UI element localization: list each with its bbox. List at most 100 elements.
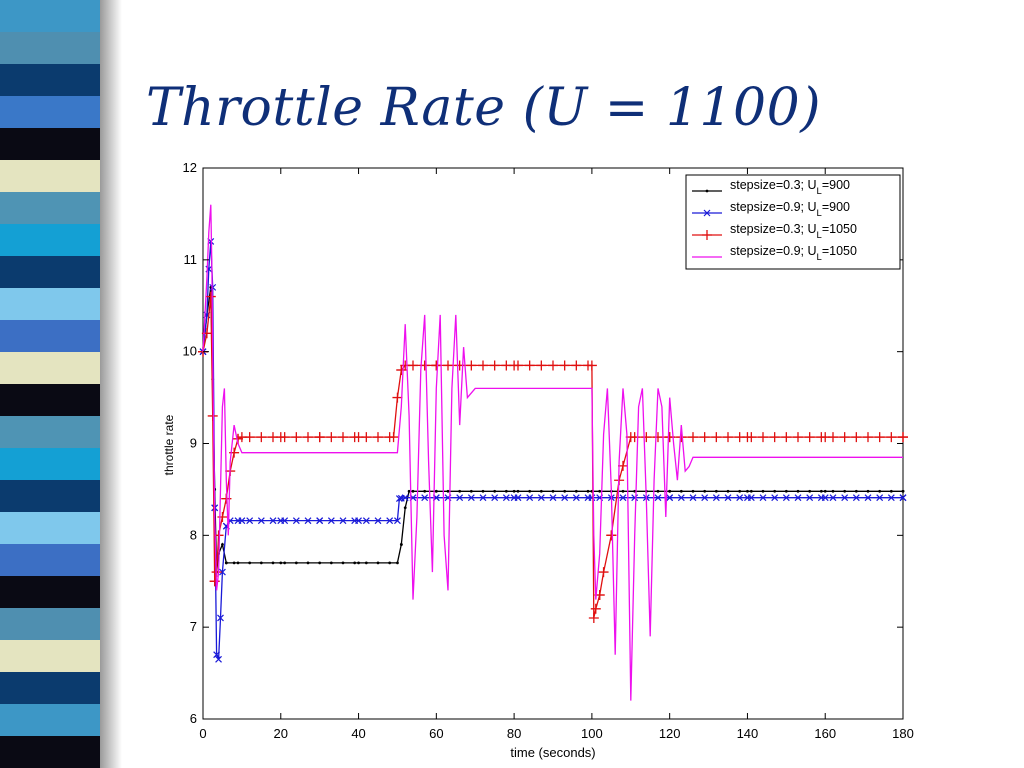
stripe-23 <box>0 704 100 737</box>
data-point <box>339 517 347 525</box>
data-point <box>574 489 578 493</box>
data-point <box>677 494 685 502</box>
data-point <box>901 489 905 493</box>
data-point <box>205 291 216 302</box>
data-point <box>839 432 850 443</box>
legend-item: stepsize=0.9; UL=900 <box>692 200 850 219</box>
slide-title: Throttle Rate (U = 1100) <box>146 78 821 138</box>
data-point <box>781 432 792 443</box>
data-point <box>364 561 368 565</box>
data-point <box>394 517 401 525</box>
series-line <box>202 204 903 701</box>
data-point <box>292 517 300 525</box>
legend-item: stepsize=0.3; UL=1050 <box>692 222 857 241</box>
data-point <box>423 489 427 493</box>
data-point <box>236 561 240 565</box>
data-point <box>217 511 228 522</box>
data-point <box>232 561 236 565</box>
data-point <box>269 517 277 525</box>
data-point <box>238 517 246 525</box>
data-point <box>724 494 732 502</box>
data-point <box>400 360 411 371</box>
stripe-7 <box>0 192 100 225</box>
data-point <box>749 489 753 493</box>
data-point <box>705 189 709 193</box>
legend-item: stepsize=0.3; UL=900 <box>692 178 850 197</box>
data-point <box>621 489 625 493</box>
series-line <box>202 296 903 619</box>
data-point <box>843 489 847 493</box>
data-point <box>303 432 313 443</box>
stripe-18 <box>0 544 100 577</box>
x-axis-label: time (seconds) <box>510 745 595 760</box>
stripe-11 <box>0 320 100 353</box>
data-point <box>586 360 597 371</box>
data-point <box>306 561 310 565</box>
data-point <box>851 432 862 443</box>
data-point <box>876 494 884 502</box>
line-chart: 0 20 40 60 80 100 120 140 160 180 6 7 8 9 10 11 12 steps… <box>162 160 914 760</box>
data-point <box>806 494 814 502</box>
stripe-13 <box>0 384 100 417</box>
data-point <box>469 489 473 493</box>
data-point <box>736 494 744 502</box>
data-point <box>294 561 298 565</box>
data-point <box>771 494 779 502</box>
data-point <box>712 494 720 502</box>
data-point <box>689 494 697 502</box>
data-point <box>703 489 707 493</box>
data-point <box>668 489 672 493</box>
stripe-19 <box>0 576 100 609</box>
data-point <box>246 517 254 525</box>
data-point <box>326 432 337 443</box>
data-point <box>536 360 547 371</box>
data-point <box>852 494 860 502</box>
x-tick-label: 60 <box>429 726 443 741</box>
data-point <box>711 432 722 443</box>
data-point <box>399 543 403 546</box>
y-tick-label: 10 <box>183 344 197 359</box>
data-point <box>411 489 415 493</box>
data-point <box>598 567 609 578</box>
data-point <box>874 432 885 443</box>
data-point <box>866 489 870 493</box>
data-point <box>899 494 907 502</box>
x-tick-label: 80 <box>507 726 521 741</box>
data-point <box>699 432 710 443</box>
data-point <box>539 489 543 493</box>
legend-item: stepsize=0.9; UL=1050 <box>692 244 857 263</box>
data-point <box>782 494 790 502</box>
data-point <box>561 494 569 502</box>
data-point <box>796 489 800 493</box>
data-point <box>759 494 767 502</box>
data-point <box>746 489 749 493</box>
data-point <box>863 432 873 443</box>
stripe-5 <box>0 128 100 161</box>
data-point <box>327 517 335 525</box>
data-point <box>279 561 283 565</box>
data-point <box>478 360 488 371</box>
stripe-24 <box>0 736 100 768</box>
x-tick-label: 120 <box>659 726 681 741</box>
y-tick-label: 9 <box>190 436 197 451</box>
data-point <box>221 543 224 546</box>
data-point <box>386 517 394 525</box>
data-point <box>773 489 777 493</box>
stripe-6 <box>0 160 100 193</box>
data-point <box>878 489 882 493</box>
data-point <box>898 432 908 443</box>
legend-label: stepsize=0.3; UL=1050 <box>730 222 857 241</box>
data-point <box>491 494 499 502</box>
stripe-10 <box>0 288 100 321</box>
data-point <box>431 360 442 371</box>
axis-ticks: 0 20 40 60 80 100 120 140 160 180 6 7 8 9 10 11 12 <box>183 160 914 741</box>
data-point <box>213 651 221 659</box>
stripe-14 <box>0 416 100 449</box>
stripe-22 <box>0 672 100 705</box>
legend-label: stepsize=0.9; UL=1050 <box>730 244 857 263</box>
data-point <box>808 489 812 493</box>
data-point <box>446 489 450 493</box>
data-point <box>318 561 322 565</box>
data-point <box>396 561 399 565</box>
data-point <box>714 489 718 493</box>
